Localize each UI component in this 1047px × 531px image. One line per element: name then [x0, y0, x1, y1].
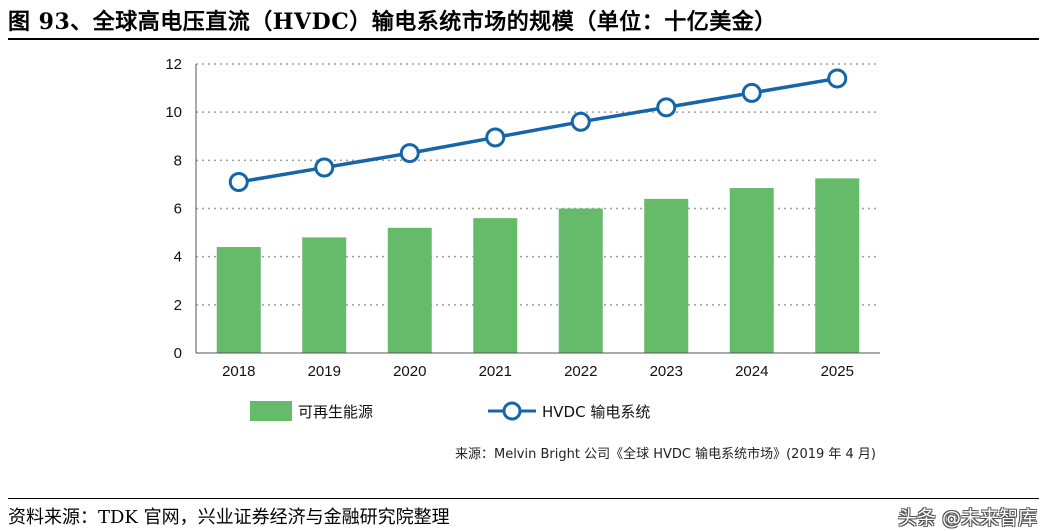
bar-2024 — [729, 188, 774, 353]
x-tick-label: 2021 — [479, 363, 512, 380]
x-tick-label: 2024 — [735, 363, 768, 380]
legend-label-bar: 可再生能源 — [298, 403, 373, 421]
x-tick-label: 2023 — [650, 363, 683, 380]
line-point-2021 — [485, 127, 506, 148]
gridlines — [196, 63, 880, 306]
legend-label-line: HVDC 输电系统 — [542, 403, 650, 421]
line-point-2023 — [656, 97, 677, 118]
bar-2023 — [644, 198, 689, 353]
x-tick-label: 2025 — [821, 363, 854, 380]
bar-2022 — [558, 208, 603, 353]
hvdc-market-chart: 0 2 4 6 8 10 12 2018 2019 2020 2021 2022 2023 2024 202… — [165, 56, 880, 462]
bar-series — [216, 178, 860, 353]
bar-2020 — [387, 227, 432, 353]
bar-2019 — [302, 237, 347, 353]
hvdc-series-line — [238, 76, 838, 184]
y-tick-label: 12 — [165, 56, 182, 73]
y-tick-label: 2 — [174, 297, 182, 314]
y-tick-label: 8 — [174, 152, 182, 169]
line-point-2019 — [314, 157, 335, 178]
title-rule — [8, 38, 1039, 40]
legend-swatch-bar — [250, 401, 292, 421]
x-tick-label: 2020 — [393, 363, 426, 380]
line-point-2018 — [228, 172, 249, 193]
line-point-2024 — [741, 82, 762, 103]
line-series — [228, 68, 848, 193]
axes: 0 2 4 6 8 10 12 2018 2019 2020 2021 2022 2023 2024 202… — [165, 56, 880, 380]
y-tick-label: 10 — [165, 104, 182, 121]
bar-2018 — [216, 247, 261, 353]
footer-rule — [8, 498, 1039, 499]
x-tick-label: 2018 — [222, 363, 255, 380]
x-tick-label: 2022 — [564, 363, 597, 380]
chart-source-note: 来源：Melvin Bright 公司《全球 HVDC 输电系统市场》(2019… — [455, 446, 876, 462]
x-tick-label: 2019 — [308, 363, 341, 380]
y-tick-label: 4 — [174, 249, 182, 266]
legend: 可再生能源 HVDC 输电系统 — [250, 401, 650, 421]
line-point-2025 — [827, 68, 848, 89]
line-point-2022 — [570, 111, 591, 132]
line-point-2020 — [399, 143, 420, 164]
bar-2021 — [473, 218, 518, 353]
data-source-footer: 资料来源：TDK 官网，兴业证券经济与金融研究院整理 — [8, 507, 450, 528]
bar-2025 — [815, 178, 860, 353]
figure-title: 图 93、全球高电压直流（HVDC）输电系统市场的规模（单位：十亿美金） — [8, 9, 777, 35]
watermark: 头条 @未来智库 — [897, 507, 1037, 529]
legend-swatch-marker — [502, 401, 522, 421]
y-tick-label: 6 — [174, 201, 182, 218]
y-tick-label: 0 — [174, 345, 182, 362]
